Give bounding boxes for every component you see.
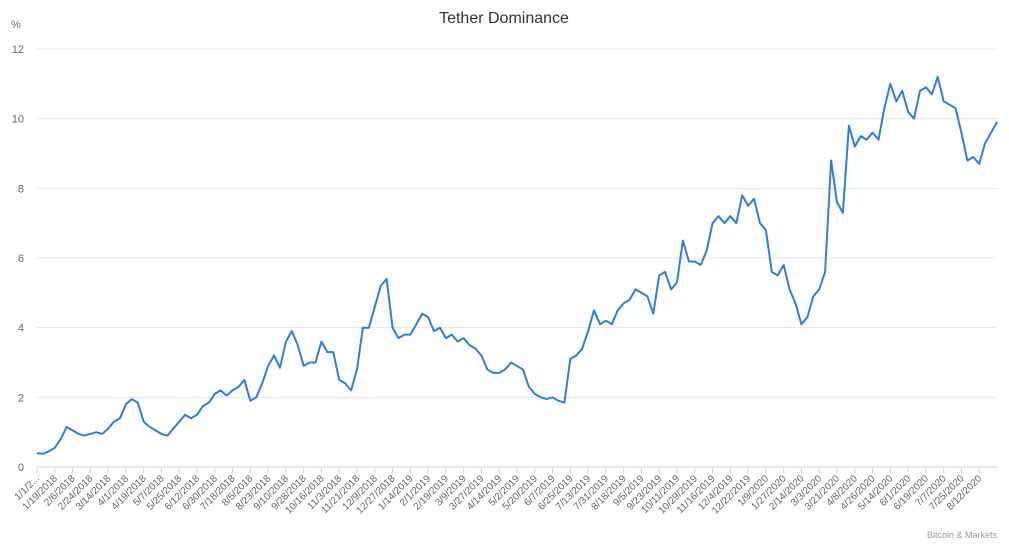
y-tick-label: 0 bbox=[18, 462, 24, 474]
data-line bbox=[36, 75, 998, 455]
y-tick-label: 4 bbox=[18, 323, 24, 335]
chart-title: Tether Dominance bbox=[439, 10, 569, 27]
y-axis-label: % bbox=[11, 19, 21, 31]
credit: Bitcoin & Markets bbox=[927, 530, 998, 540]
y-tick-label: 8 bbox=[18, 183, 24, 195]
y-tick-label: 6 bbox=[18, 253, 24, 265]
y-tick-label: 2 bbox=[18, 392, 24, 404]
y-tick-label: 10 bbox=[12, 114, 24, 126]
y-tick-label: 12 bbox=[12, 44, 24, 56]
